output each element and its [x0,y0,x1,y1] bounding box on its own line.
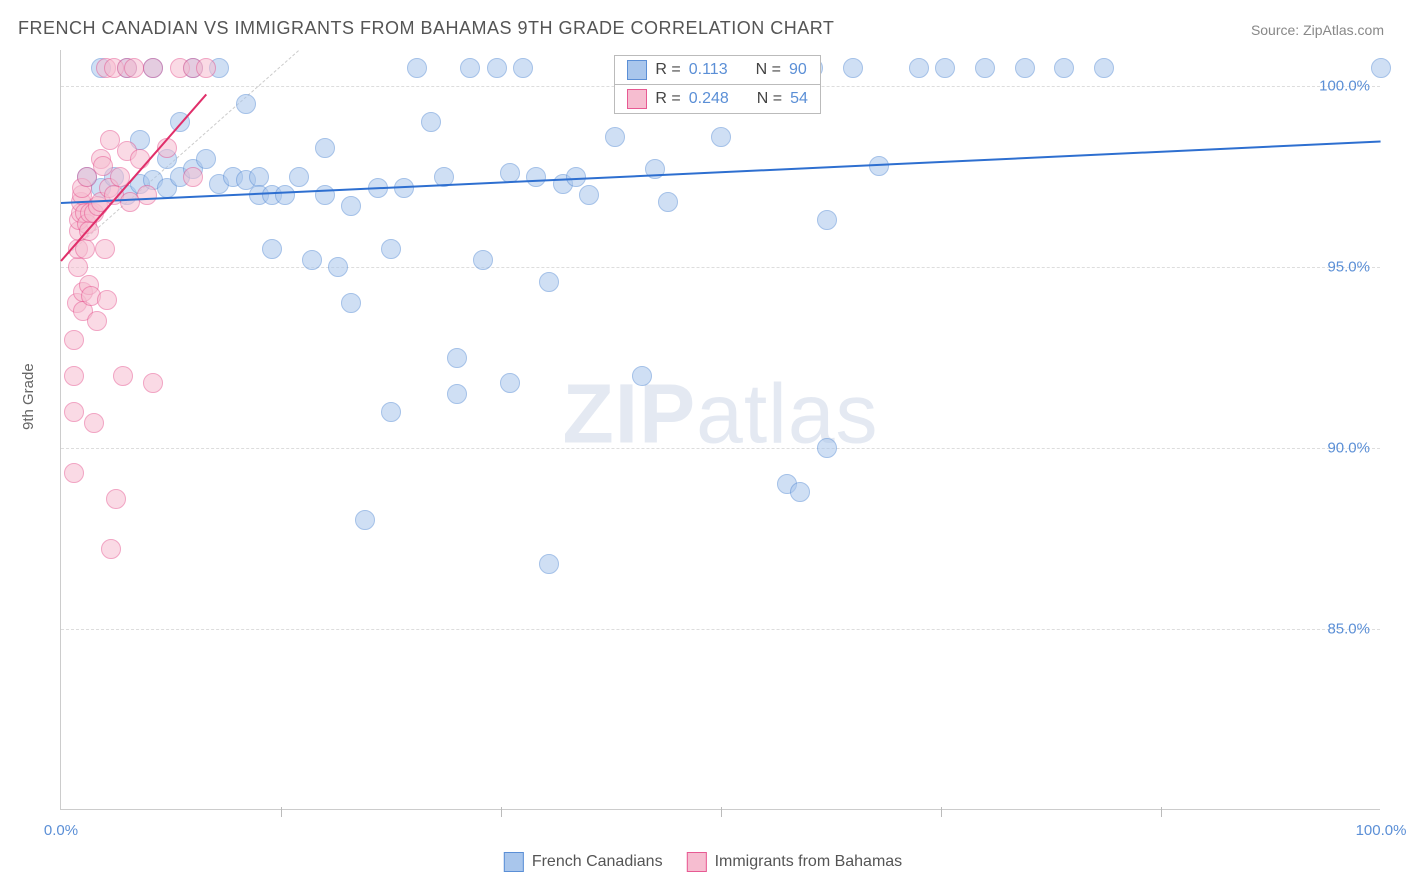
data-point [124,58,144,78]
source-label: Source: ZipAtlas.com [1251,22,1384,38]
data-point [381,239,401,259]
y-tick-label: 100.0% [1319,78,1370,95]
r-value: 0.113 [689,61,728,79]
gridline-h [61,448,1380,449]
data-point [341,293,361,313]
data-point [113,366,133,386]
r-label: R = [655,61,680,79]
gridline-h [61,267,1380,268]
n-label: N = [756,61,781,79]
data-point [315,185,335,205]
data-point [935,58,955,78]
data-point [579,185,599,205]
data-point [84,413,104,433]
data-point [87,311,107,331]
data-point [236,94,256,114]
y-axis-label: 9th Grade [20,363,37,430]
data-point [817,438,837,458]
legend-top: R = 0.113 N = 90 R = 0.248 N = 54 [614,55,821,114]
chart-title: FRENCH CANADIAN VS IMMIGRANTS FROM BAHAM… [18,18,834,39]
legend-top-row: R = 0.113 N = 90 [615,56,820,84]
data-point [196,149,216,169]
data-point [106,489,126,509]
legend-swatch [687,852,707,872]
data-point [711,127,731,147]
data-point [315,138,335,158]
data-point [249,167,269,187]
scatter-chart: ZIPatlas 85.0%90.0%95.0%100.0%0.0%100.0% [60,50,1380,810]
data-point [843,58,863,78]
data-point [539,554,559,574]
data-point [1094,58,1114,78]
data-point [513,58,533,78]
y-tick-label: 85.0% [1327,621,1370,638]
data-point [262,239,282,259]
n-value: 90 [789,61,807,79]
data-point [275,185,295,205]
data-point [790,482,810,502]
data-point [526,167,546,187]
data-point [407,58,427,78]
data-point [975,58,995,78]
data-point [1015,58,1035,78]
data-point [64,366,84,386]
legend-bottom-item: French Canadians [504,852,663,872]
legend-label: French Canadians [532,853,663,871]
legend-label: Immigrants from Bahamas [715,853,903,871]
minor-tick [281,807,282,817]
data-point [1054,58,1074,78]
data-point [143,373,163,393]
data-point [500,373,520,393]
data-point [473,250,493,270]
data-point [137,185,157,205]
legend-swatch [627,60,647,80]
x-tick-label: 100.0% [1356,822,1406,839]
data-point [68,257,88,277]
data-point [64,402,84,422]
data-point [1371,58,1391,78]
x-tick-label: 0.0% [44,822,78,839]
legend-swatch [627,89,647,109]
data-point [447,384,467,404]
data-point [101,539,121,559]
data-point [302,250,322,270]
minor-tick [721,807,722,817]
n-value: 54 [790,90,808,108]
legend-top-row: R = 0.248 N = 54 [615,84,820,113]
data-point [97,290,117,310]
data-point [658,192,678,212]
data-point [341,196,361,216]
y-tick-label: 90.0% [1327,440,1370,457]
data-point [817,210,837,230]
data-point [605,127,625,147]
data-point [328,257,348,277]
y-tick-label: 95.0% [1327,259,1370,276]
data-point [196,58,216,78]
data-point [421,112,441,132]
data-point [183,167,203,187]
data-point [95,239,115,259]
data-point [539,272,559,292]
data-point [64,330,84,350]
data-point [487,58,507,78]
data-point [632,366,652,386]
data-point [909,58,929,78]
minor-tick [941,807,942,817]
legend-bottom-item: Immigrants from Bahamas [687,852,903,872]
data-point [289,167,309,187]
legend-bottom: French Canadians Immigrants from Bahamas [504,852,902,872]
legend-swatch [504,852,524,872]
r-value: 0.248 [689,90,729,108]
data-point [355,510,375,530]
data-point [64,463,84,483]
data-point [447,348,467,368]
n-label: N = [757,90,782,108]
minor-tick [501,807,502,817]
minor-tick [1161,807,1162,817]
data-point [381,402,401,422]
gridline-h [61,629,1380,630]
data-point [460,58,480,78]
r-label: R = [655,90,680,108]
data-point [143,58,163,78]
